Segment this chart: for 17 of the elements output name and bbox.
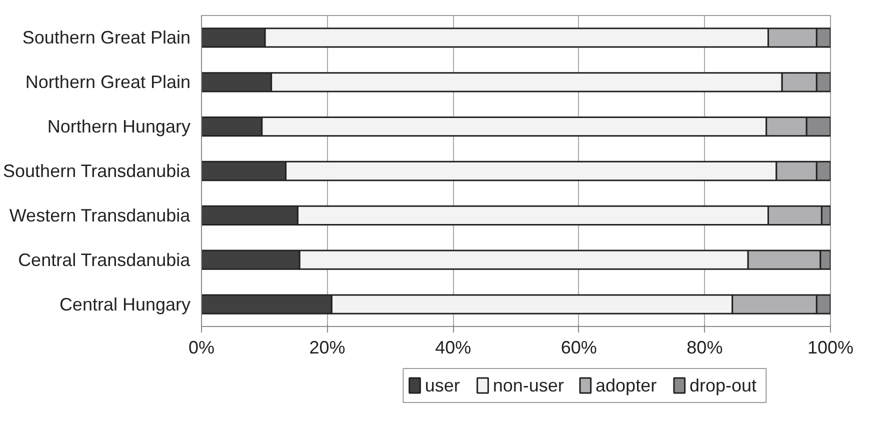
x-tick-label: 100% <box>807 338 854 358</box>
legend-label: drop-out <box>690 376 757 396</box>
x-tick-label: 40% <box>435 338 472 358</box>
y-tick-label: Central Transdanubia <box>18 250 192 270</box>
x-tick-label: 60% <box>560 338 597 358</box>
legend-label: user <box>424 376 460 396</box>
y-tick-label: Southern Transdanubia <box>3 161 192 181</box>
x-tick-label: 80% <box>686 338 723 358</box>
y-tick-label: Western Transdanubia <box>9 205 192 226</box>
x-tick-label: 20% <box>309 338 346 358</box>
y-tick-label: Northern Great Plain <box>25 72 190 92</box>
legend-label: non-user <box>492 376 564 396</box>
y-tick-label: Central Hungary <box>59 294 190 314</box>
x-tick-label: 0% <box>188 338 215 358</box>
legend-label: adopter <box>596 376 657 396</box>
y-tick-label: Northern Hungary <box>47 116 191 137</box>
y-tick-label: Southern Great Plain <box>22 28 191 48</box>
